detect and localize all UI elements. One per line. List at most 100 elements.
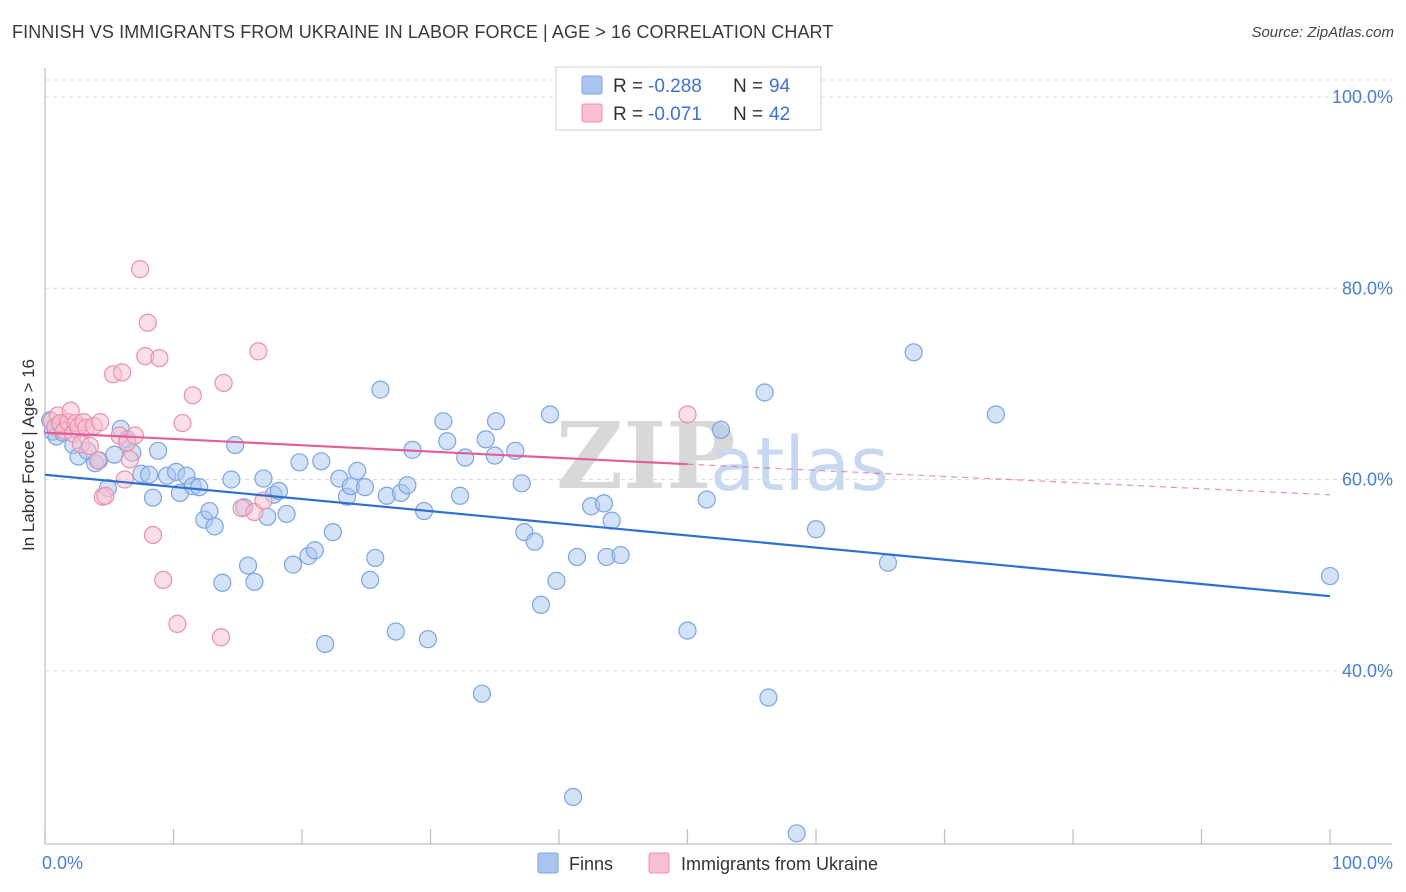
- ukraine-point-24: [120, 450, 139, 469]
- finns-point-16: [139, 465, 159, 484]
- finns-point-66: [476, 430, 495, 449]
- ukraine-point-35: [211, 628, 231, 647]
- bottom-legend-label-ukraine: Immigrants from Ukraine: [681, 854, 878, 874]
- y-axis-title: In Labor Force | Age > 16: [19, 359, 38, 551]
- finns-point-29: [222, 470, 241, 489]
- ukraine-point-41: [678, 405, 697, 424]
- ukraine-point-25: [125, 426, 145, 445]
- finns-point-65: [472, 684, 491, 703]
- source-label: Source: ZipAtlas.com: [1251, 24, 1394, 41]
- finns-point-43: [312, 452, 331, 471]
- ukraine-point-18: [96, 486, 115, 505]
- finns-point-17: [143, 488, 163, 507]
- finns-point-38: [277, 504, 296, 524]
- legend-r-label-ukraine: R =: [613, 104, 643, 125]
- finns-point-42: [305, 541, 324, 560]
- bottom-legend-swatch-finns: [537, 852, 559, 874]
- finns-point-51: [361, 570, 380, 590]
- finns-point-26: [200, 501, 219, 521]
- finns-point-57: [398, 476, 417, 495]
- legend-r-value-ukraine: -0.071: [648, 104, 702, 125]
- trendlines: [44, 431, 1331, 598]
- finns-point-33: [245, 572, 264, 591]
- legend-swatch-finns: [581, 75, 603, 95]
- bottom-legend-label-finns: Finns: [569, 854, 613, 874]
- finns-point-61: [434, 412, 453, 431]
- finns-point-40: [290, 453, 309, 472]
- y-tick-label-3: 40.0%: [1342, 661, 1393, 681]
- y-tick-labels: 100.0% 80.0% 60.0% 40.0%: [1332, 87, 1393, 681]
- legend-n-label-ukraine: N =: [733, 104, 763, 125]
- finns-point-39: [283, 555, 303, 574]
- trendline-finns: [44, 473, 1331, 598]
- finns-point-85: [711, 420, 731, 439]
- finns-point-86: [755, 383, 774, 402]
- ukraine-point-33: [173, 413, 192, 433]
- finns-point-27: [205, 517, 224, 536]
- ukraine-point-21: [112, 363, 132, 382]
- finns-point-53: [371, 380, 390, 399]
- ukraine-point-29: [143, 525, 163, 545]
- finns-point-93: [1320, 566, 1340, 586]
- watermark-atlas: atlas: [710, 422, 889, 508]
- finns-point-18: [148, 441, 168, 460]
- finns-point-11: [105, 445, 124, 464]
- finns-point-55: [386, 622, 405, 641]
- legend-n-label-finns: N =: [733, 76, 763, 97]
- series-finns-points: [41, 343, 1340, 843]
- legend-r-label-finns: R =: [613, 76, 643, 97]
- ukraine-point-28: [138, 313, 157, 332]
- finns-point-81: [602, 511, 621, 530]
- bottom-legend-swatch-ukraine: [648, 852, 670, 874]
- x-tick-label-0: 0.0%: [42, 853, 83, 873]
- legend-box: R = -0.288 N = 94 R = -0.071 N = 42: [555, 66, 822, 131]
- finns-point-91: [904, 343, 923, 362]
- finns-point-83: [678, 621, 697, 640]
- ukraine-point-34: [183, 386, 202, 405]
- finns-point-62: [438, 432, 457, 451]
- ukraine-point-30: [150, 348, 169, 368]
- finns-point-77: [567, 547, 587, 567]
- y-tick-label-0: 100.0%: [1332, 87, 1393, 107]
- finns-point-32: [238, 556, 258, 575]
- ukraine-point-13: [80, 436, 100, 456]
- finns-point-50: [355, 478, 375, 497]
- finns-point-72: [525, 532, 544, 551]
- finns-point-30: [226, 435, 245, 455]
- finns-point-49: [348, 461, 367, 480]
- x-tick-labels: 0.0% 100.0%: [42, 853, 1393, 873]
- finns-point-90: [878, 553, 898, 572]
- finns-point-84: [697, 490, 716, 509]
- legend-r-value-finns: -0.288: [648, 76, 702, 97]
- watermark: ZIP atlas: [556, 402, 889, 510]
- ukraine-point-39: [249, 342, 268, 361]
- series-ukraine-points: [42, 260, 697, 647]
- ukraine-point-15: [88, 451, 107, 470]
- finns-point-63: [450, 486, 470, 505]
- finns-point-64: [456, 448, 475, 467]
- bottom-legend: Finns Immigrants from Ukraine: [537, 852, 878, 874]
- finns-point-28: [213, 573, 232, 592]
- finns-point-89: [806, 520, 826, 539]
- ukraine-point-31: [154, 570, 173, 590]
- finns-point-75: [547, 571, 566, 590]
- finns-point-34: [254, 469, 273, 488]
- ukraine-point-22: [115, 470, 134, 489]
- trendline-ukraine: [44, 431, 688, 466]
- finns-point-44: [316, 634, 335, 654]
- finns-point-88: [787, 824, 806, 843]
- finns-point-76: [564, 787, 583, 807]
- ukraine-point-36: [214, 373, 233, 393]
- finns-point-52: [366, 548, 385, 568]
- finns-point-45: [323, 522, 342, 542]
- legend-n-value-finns: 94: [769, 76, 791, 97]
- finns-point-74: [540, 405, 560, 424]
- finns-point-82: [611, 545, 630, 565]
- ukraine-point-32: [168, 614, 187, 633]
- finns-point-67: [486, 412, 506, 431]
- finns-point-70: [512, 474, 531, 493]
- finns-point-87: [759, 688, 778, 707]
- trendline-ukraine-extension: [687, 463, 1331, 496]
- finns-point-79: [594, 494, 614, 513]
